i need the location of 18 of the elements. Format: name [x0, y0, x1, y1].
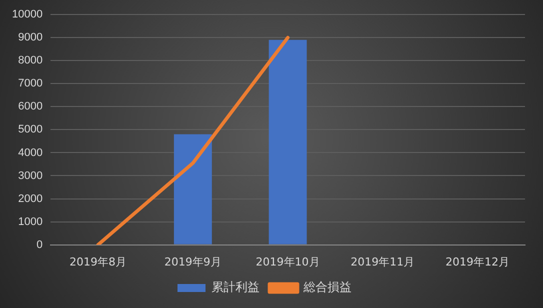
- y-tick-label: 8000: [18, 54, 43, 67]
- y-tick-label: 1000: [18, 216, 43, 228]
- x-tick-label: 2019年12月: [446, 255, 510, 268]
- x-tick-label: 2019年11月: [350, 255, 415, 268]
- y-tick-label: 10000: [12, 8, 43, 21]
- legend-label: 累計利益: [212, 280, 260, 294]
- x-tick-label: 2019年10月: [256, 255, 320, 268]
- y-tick-label: 7000: [18, 78, 43, 90]
- y-tick-label: 6000: [18, 100, 43, 113]
- y-tick-label: 2000: [18, 192, 43, 205]
- legend-label: 総合損益: [302, 280, 352, 294]
- y-tick-label: 4000: [18, 146, 43, 159]
- x-tick-label: 2019年8月: [70, 255, 127, 268]
- y-tick-label: 3000: [18, 170, 43, 182]
- y-tick-label: 9000: [18, 32, 43, 44]
- y-tick-label: 0: [36, 238, 43, 251]
- x-tick-label: 2019年9月: [164, 255, 222, 268]
- y-tick-label: 5000: [18, 124, 43, 136]
